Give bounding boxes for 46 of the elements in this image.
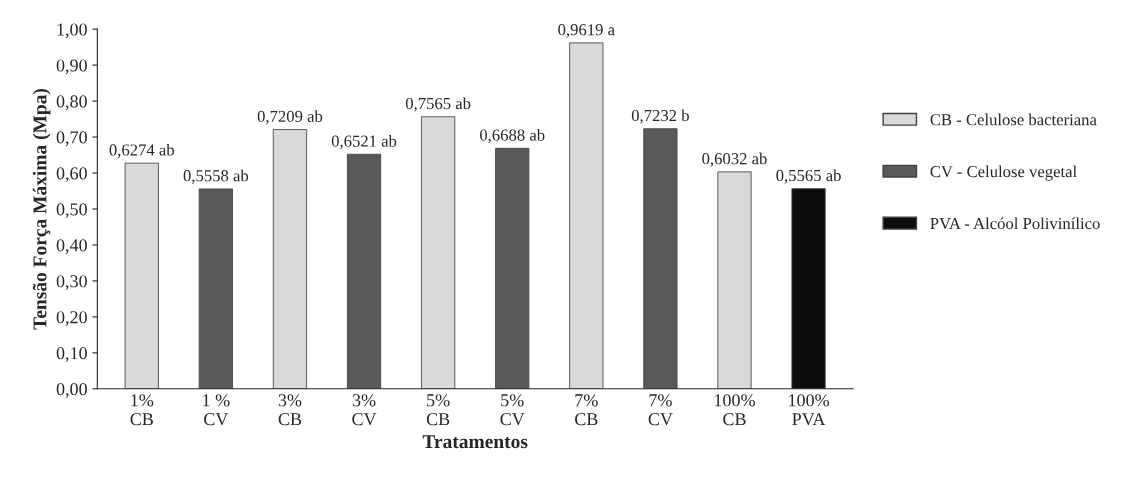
x-tick-label: 100% CB — [715, 394, 755, 426]
data-label: 0,5558 ab — [183, 169, 249, 184]
bar — [569, 42, 604, 389]
x-axis-title: Tratamentos — [422, 435, 528, 449]
x-tick-label: 3% CB — [278, 394, 302, 426]
legend-label: CB - Celulose bacteriana — [930, 113, 1097, 126]
legend-label: CV - Celulose vegetal — [930, 165, 1077, 181]
data-label: 0,5565 ab — [776, 169, 841, 184]
data-label: 0,7232 b — [631, 109, 689, 124]
data-label: 0,6521 ab — [331, 135, 397, 150]
x-tick-label: 5% CB — [426, 394, 450, 426]
x-tick-label: 7% CB — [575, 394, 598, 426]
data-label: 0,6274 ab — [109, 143, 175, 159]
bar — [495, 147, 530, 389]
y-tick-label: 0,20 — [56, 311, 87, 326]
x-tick-label: 5% CV — [500, 394, 525, 426]
y-tick-label: 0,60 — [56, 167, 87, 183]
data-label: 0,6032 ab — [702, 152, 767, 167]
data-label: 0,9619 a — [558, 24, 615, 38]
y-tick-label: 0,80 — [56, 95, 87, 111]
data-label: 0,7565 ab — [405, 97, 471, 112]
y-tick-label: 0,40 — [56, 239, 87, 254]
y-tick-label: 0,90 — [56, 59, 87, 75]
bar — [346, 153, 382, 389]
bar — [124, 162, 159, 389]
y-tick-label: 1,00 — [57, 23, 87, 39]
data-label: 0,7209 ab — [257, 110, 323, 125]
bar — [198, 188, 233, 389]
legend-label: PVA - Alcóol Polivinílico — [930, 217, 1100, 230]
bar — [643, 128, 678, 389]
y-tick-label: 0,10 — [56, 347, 87, 362]
y-tick-label: 0,50 — [56, 203, 87, 219]
y-tick-label: 0,00 — [56, 383, 87, 398]
x-tick-label: 3% CV — [352, 394, 377, 426]
x-tick-label: 1 % CV — [203, 394, 230, 426]
y-tick-label: 0,70 — [56, 131, 87, 147]
x-tick-label: 1% CB — [130, 394, 154, 426]
bar — [717, 171, 752, 389]
x-tick-label: 100% PVA — [789, 394, 830, 426]
bar — [791, 188, 826, 389]
y-axis-title: Tensão Força Máxima (Mpa) — [32, 88, 51, 330]
y-tick-label: 0,30 — [56, 275, 87, 290]
x-tick-label: 7% CV — [648, 394, 673, 426]
bar — [421, 116, 456, 389]
bar — [272, 129, 308, 389]
data-label: 0,6688 ab — [479, 128, 545, 144]
